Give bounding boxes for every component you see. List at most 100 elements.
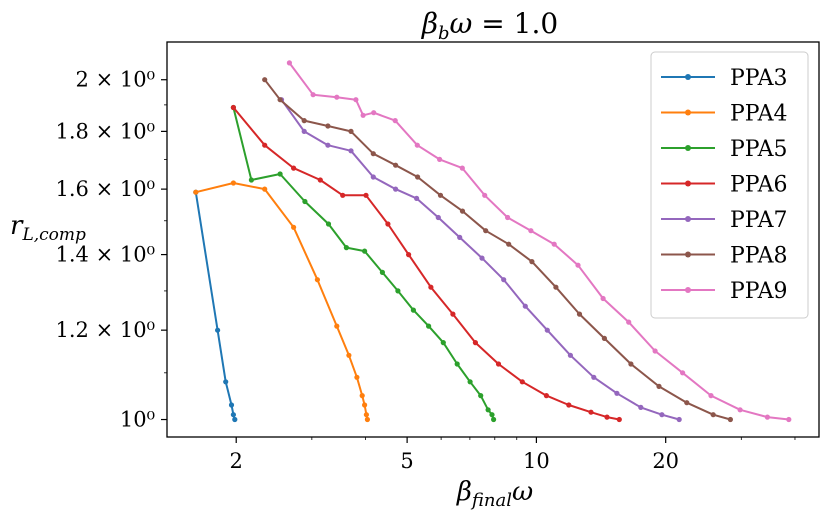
data-point	[576, 311, 583, 317]
data-point	[604, 414, 610, 420]
data-point	[353, 97, 359, 103]
series-line	[232, 107, 495, 420]
legend-marker	[685, 74, 691, 80]
data-point	[710, 412, 716, 418]
data-point	[414, 142, 420, 148]
data-point	[302, 198, 308, 205]
data-point	[483, 228, 489, 234]
data-point	[659, 412, 665, 418]
data-point	[450, 311, 456, 317]
legend-marker	[685, 216, 691, 222]
data-point	[459, 165, 465, 171]
series-line	[232, 106, 620, 421]
y-tick-label: 2 × 10⁰	[76, 68, 155, 92]
series-layer	[193, 60, 792, 423]
series-ppa8	[262, 77, 734, 423]
data-point	[291, 224, 297, 230]
data-point	[505, 214, 511, 221]
y-tick-label: 10⁰	[120, 408, 155, 432]
data-point	[325, 142, 331, 148]
data-point	[371, 110, 377, 116]
data-point	[457, 234, 463, 240]
data-point	[727, 416, 734, 423]
data-point	[334, 94, 340, 100]
data-point	[543, 393, 550, 399]
data-point	[363, 412, 369, 418]
data-point	[522, 303, 528, 309]
data-point	[291, 165, 297, 171]
data-point	[656, 383, 662, 389]
data-point	[301, 118, 307, 124]
y-tick-label: 1.6 × 10⁰	[56, 177, 155, 201]
data-point	[440, 340, 446, 346]
data-point	[363, 192, 369, 198]
legend-marker	[685, 287, 691, 293]
data-point	[638, 404, 644, 410]
data-point	[426, 323, 432, 329]
data-point	[415, 174, 421, 180]
legend-marker	[685, 109, 691, 116]
data-point	[360, 112, 366, 118]
series-ppa9	[286, 60, 792, 423]
data-point	[551, 241, 557, 247]
x-axis-label: βfinalω	[456, 477, 533, 511]
data-point	[362, 402, 368, 408]
data-point	[359, 393, 365, 399]
data-point	[501, 277, 507, 283]
x-ticks: 2 5 10 20	[230, 437, 796, 473]
data-point	[472, 340, 478, 346]
data-point	[454, 361, 460, 367]
series-ppa7	[278, 97, 682, 423]
data-point	[193, 189, 199, 195]
data-point	[459, 208, 466, 214]
data-point	[277, 171, 283, 177]
data-point	[364, 416, 370, 423]
data-point	[676, 416, 682, 423]
plot-area: 2 5 10 20 10⁰ 1.2 × 10⁰ 1.4 × 10⁰ 1.6 × 10⁰ 1.8…	[56, 41, 820, 473]
data-point	[591, 374, 597, 380]
x-tick-label: 5	[400, 449, 413, 473]
legend-marker	[685, 251, 691, 258]
data-point	[392, 118, 398, 124]
data-point	[628, 361, 634, 367]
legend-marker	[685, 180, 691, 187]
legend-label: PPA5	[730, 137, 787, 162]
data-point	[680, 370, 686, 376]
data-point	[325, 123, 331, 129]
x-tick-label: 20	[652, 449, 679, 473]
data-point	[764, 414, 771, 420]
legend-label: PPA8	[730, 244, 787, 269]
series-ppa5	[230, 104, 497, 423]
data-point	[228, 402, 235, 408]
data-point	[301, 128, 307, 134]
data-point	[343, 245, 349, 251]
data-point	[262, 142, 268, 148]
data-point	[262, 186, 268, 192]
data-point	[529, 259, 535, 265]
data-point	[393, 162, 399, 168]
data-point	[348, 148, 354, 154]
data-point	[435, 214, 441, 221]
data-point	[575, 262, 581, 268]
data-point	[567, 352, 574, 358]
data-point	[489, 412, 495, 418]
y-axis-label: rL,comp	[10, 211, 86, 245]
data-point	[482, 192, 488, 198]
series-ppa6	[230, 104, 622, 423]
data-point	[652, 348, 658, 354]
data-point	[370, 174, 376, 180]
data-point	[286, 60, 292, 66]
data-point	[325, 221, 332, 227]
data-point	[519, 379, 525, 385]
data-point	[566, 402, 572, 408]
data-point	[600, 295, 606, 302]
data-point	[277, 97, 283, 103]
legend: PPA3 PPA4 PPA5 PPA6 PPA7 PPA8 PPA9	[650, 51, 809, 319]
data-point	[437, 156, 443, 162]
data-point	[385, 221, 391, 227]
data-point	[485, 407, 491, 413]
series-ppa3	[193, 189, 238, 423]
data-point	[478, 393, 484, 399]
data-point	[232, 416, 238, 423]
